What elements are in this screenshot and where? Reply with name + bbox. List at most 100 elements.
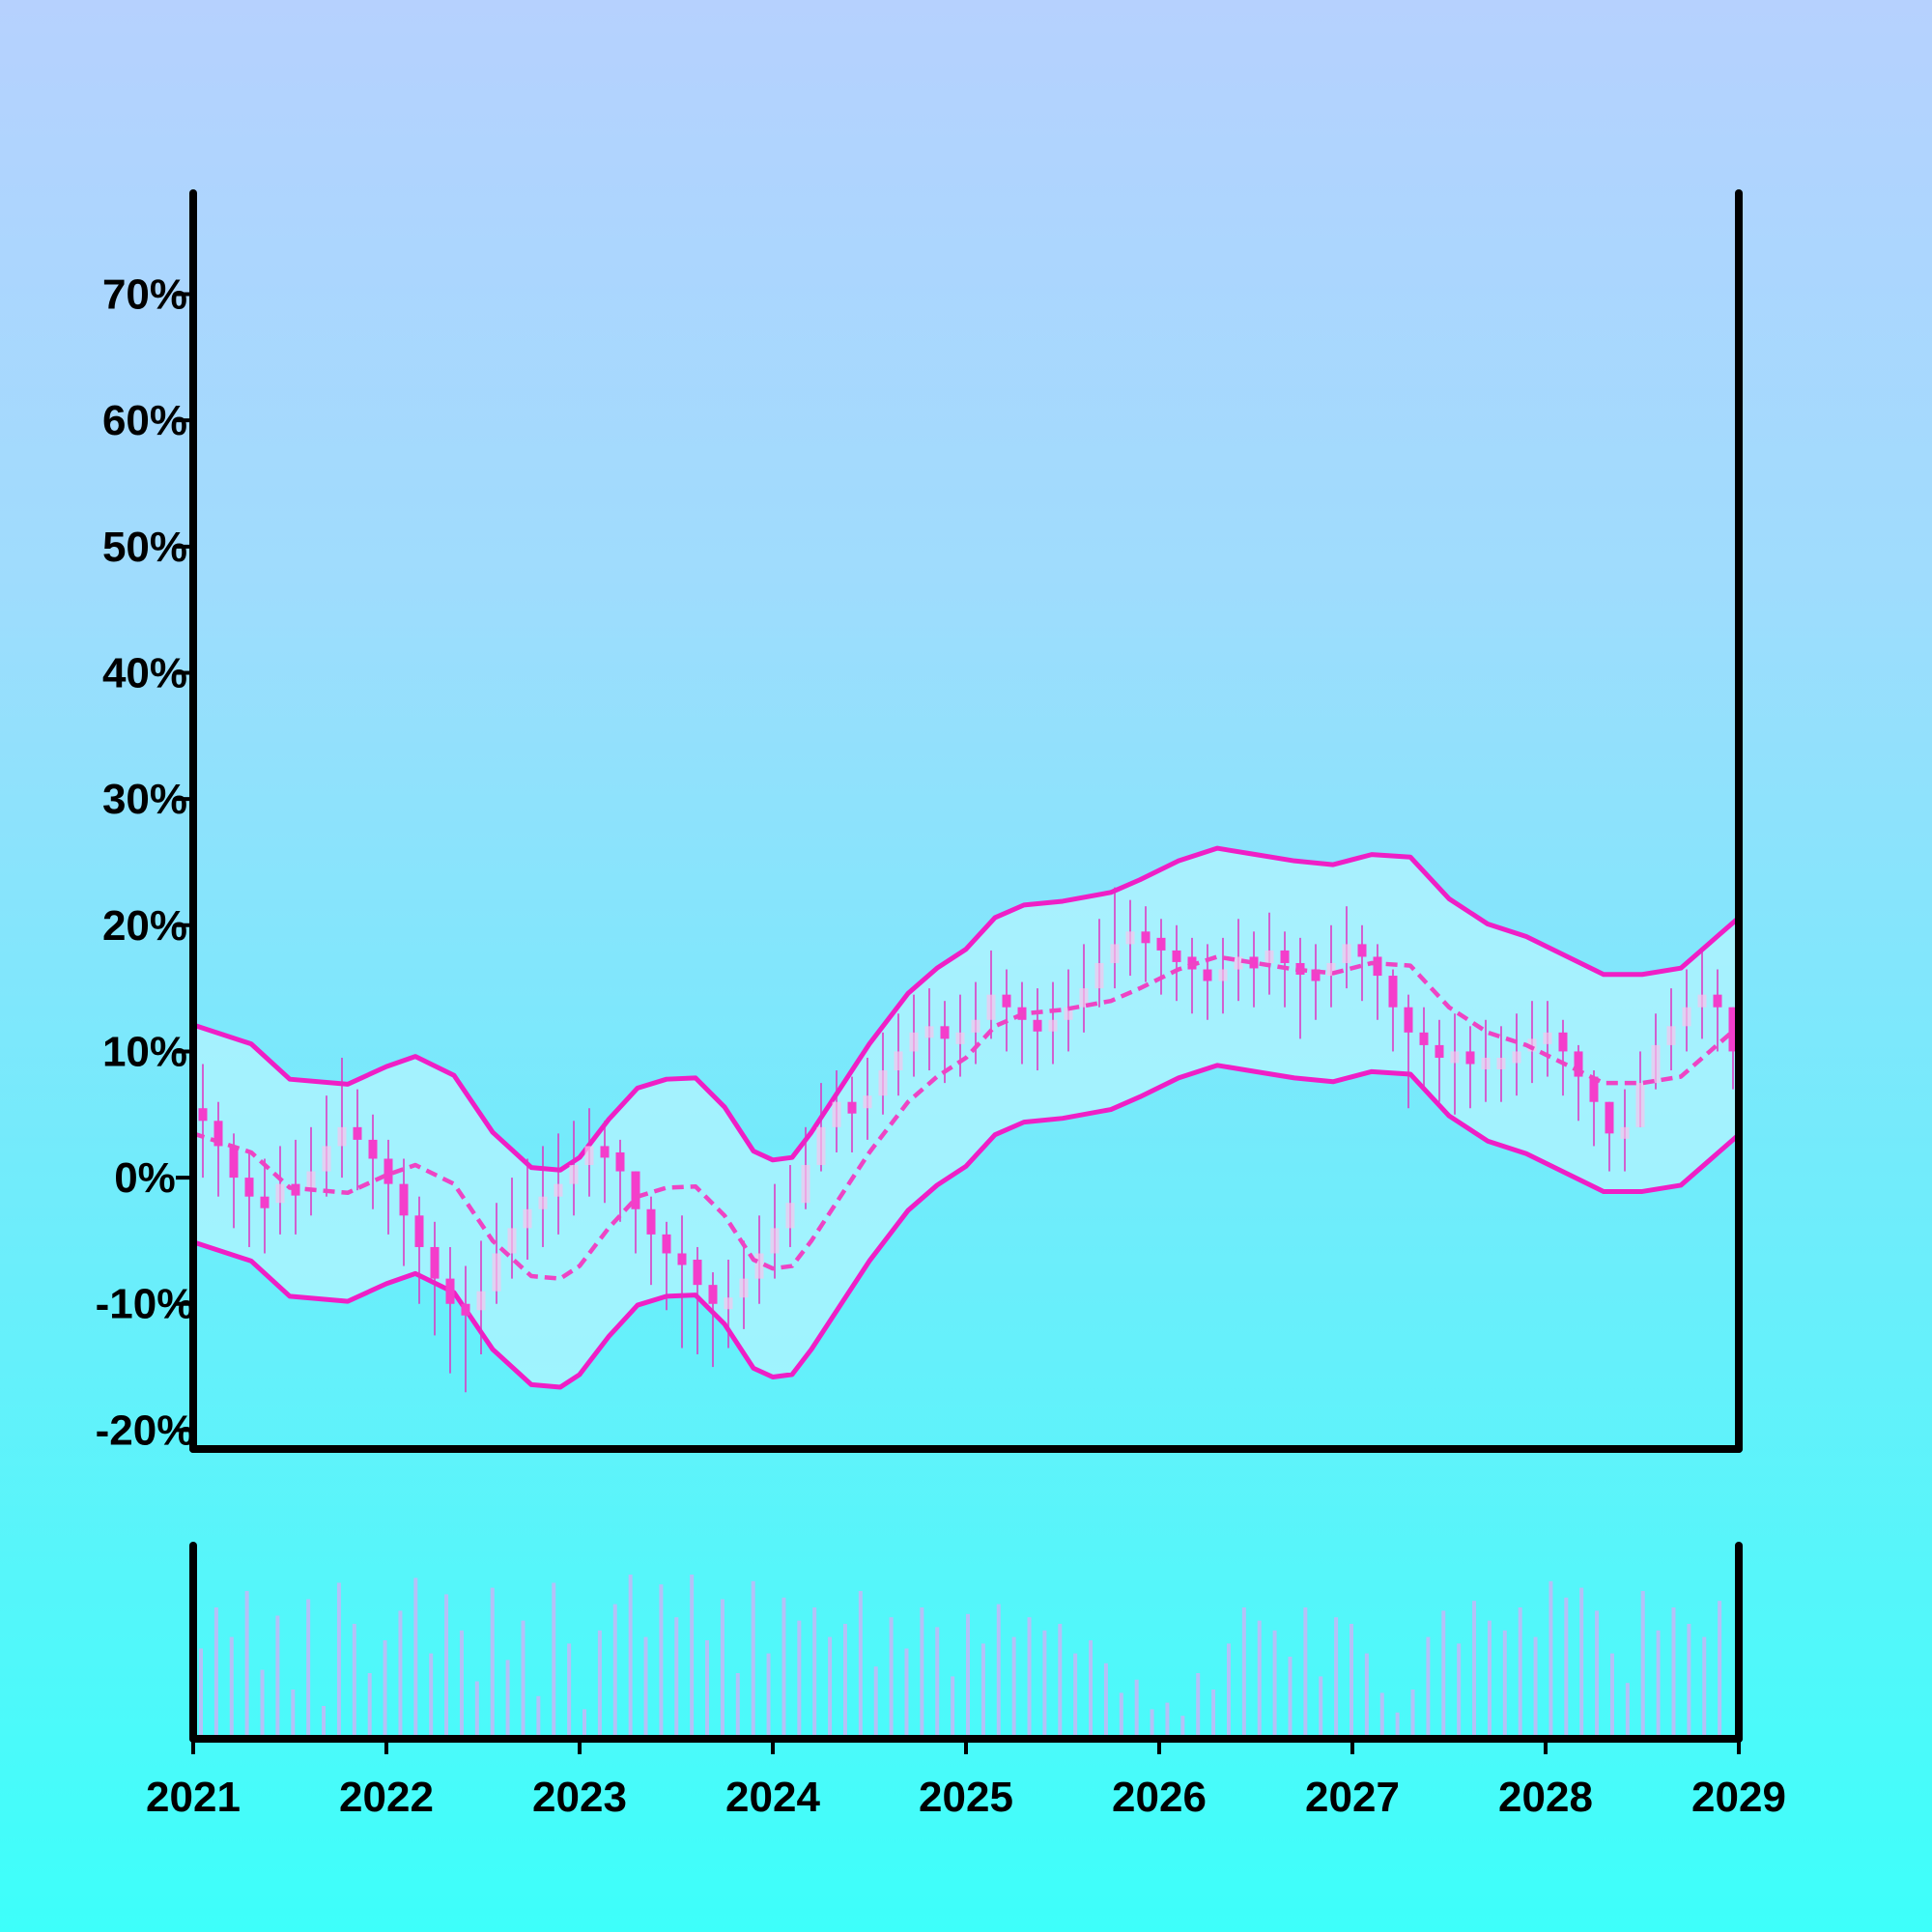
candle-body bbox=[1450, 1051, 1460, 1064]
candle bbox=[677, 1215, 687, 1349]
candle-body bbox=[1218, 969, 1228, 981]
candle-body bbox=[198, 1108, 208, 1122]
volume-bar bbox=[1350, 1624, 1353, 1739]
candle bbox=[1110, 887, 1120, 989]
volume-bar bbox=[213, 1607, 218, 1739]
candle-body bbox=[275, 1183, 285, 1204]
candle bbox=[353, 1089, 362, 1191]
candle bbox=[1388, 969, 1398, 1052]
volume-bar bbox=[383, 1640, 387, 1739]
volume-bar bbox=[398, 1610, 403, 1739]
candle-body bbox=[476, 1291, 486, 1311]
x-tick-label: 2023 bbox=[532, 1774, 627, 1821]
candle-body bbox=[1697, 994, 1707, 1008]
volume-bar bbox=[996, 1604, 1001, 1739]
volume-bar bbox=[1226, 1643, 1231, 1739]
candle-body bbox=[1651, 1044, 1661, 1084]
candle-body bbox=[368, 1139, 378, 1159]
candle-body bbox=[523, 1208, 532, 1229]
x-tick-label: 2029 bbox=[1691, 1774, 1786, 1821]
candle-body bbox=[770, 1228, 780, 1254]
candle bbox=[1697, 950, 1707, 1039]
volume-bar bbox=[842, 1624, 847, 1739]
candle-body bbox=[1435, 1044, 1444, 1058]
volume-bar bbox=[766, 1653, 771, 1739]
candle bbox=[275, 1146, 285, 1235]
candle bbox=[1048, 981, 1058, 1065]
volume-bar bbox=[1625, 1683, 1630, 1739]
y-tick-label: 40% bbox=[102, 649, 187, 696]
candle bbox=[847, 1076, 857, 1152]
candle-body bbox=[600, 1146, 610, 1158]
candle bbox=[1172, 924, 1181, 1002]
candle bbox=[1543, 1001, 1552, 1077]
candle bbox=[523, 1158, 532, 1261]
candle-body bbox=[1404, 1007, 1413, 1033]
volume-bar bbox=[705, 1640, 710, 1739]
candle bbox=[1234, 919, 1243, 1002]
candle-body bbox=[1728, 1007, 1738, 1052]
volume-bar bbox=[674, 1617, 679, 1739]
candle-body bbox=[894, 1051, 903, 1071]
volume-bar bbox=[275, 1615, 280, 1739]
volume-bar bbox=[582, 1709, 586, 1739]
candle bbox=[1156, 919, 1166, 995]
volume-bar bbox=[1671, 1607, 1676, 1739]
y-tick-label: 0% bbox=[114, 1154, 176, 1202]
candle-body bbox=[1249, 956, 1259, 969]
volume-bar bbox=[1211, 1690, 1216, 1739]
candle bbox=[198, 1064, 208, 1179]
candle bbox=[1002, 969, 1011, 1052]
candle-body bbox=[739, 1278, 749, 1298]
volume-bar bbox=[1303, 1607, 1308, 1739]
volume-bar bbox=[1150, 1709, 1154, 1739]
candle-body bbox=[260, 1196, 270, 1208]
y-axis-ticks: -20% -10% 0% 10% 20% 30% 40% 50% 60% 70% bbox=[96, 271, 195, 1455]
candle-body bbox=[1172, 950, 1181, 962]
candle bbox=[1682, 969, 1691, 1052]
candle-body bbox=[708, 1285, 718, 1304]
candle-body bbox=[785, 1203, 795, 1229]
volume-bar bbox=[413, 1577, 418, 1739]
candle bbox=[1450, 1013, 1460, 1115]
candle-body bbox=[554, 1183, 563, 1197]
candle bbox=[662, 1221, 671, 1311]
candle bbox=[1589, 1070, 1599, 1147]
candle-body bbox=[816, 1126, 826, 1166]
volume-bar bbox=[720, 1599, 724, 1739]
moving-average-layer bbox=[192, 954, 1741, 1281]
candle-body bbox=[878, 1070, 888, 1096]
volume-bar bbox=[490, 1587, 495, 1739]
band-fill bbox=[193, 848, 1739, 1387]
candle-body bbox=[1094, 962, 1104, 989]
volume-bar bbox=[367, 1673, 372, 1739]
y-tick-label: 50% bbox=[102, 524, 187, 571]
candle bbox=[1651, 1013, 1661, 1090]
candle bbox=[1125, 899, 1135, 977]
candle bbox=[476, 1240, 486, 1355]
upper-band-line bbox=[192, 845, 1741, 1173]
candle-body bbox=[1110, 944, 1120, 963]
candle-body bbox=[492, 1253, 501, 1292]
volume-bar bbox=[1334, 1617, 1339, 1739]
candle-body bbox=[1342, 944, 1351, 963]
volume-bar bbox=[1548, 1580, 1553, 1739]
candle bbox=[739, 1240, 749, 1329]
candle-body bbox=[1326, 962, 1336, 977]
volume-bar bbox=[474, 1681, 479, 1739]
candle bbox=[368, 1114, 378, 1209]
volume-bar bbox=[322, 1706, 327, 1739]
candle-body bbox=[724, 1297, 733, 1310]
candle bbox=[615, 1139, 625, 1222]
candle-body bbox=[461, 1303, 470, 1316]
candle-body bbox=[924, 1026, 934, 1038]
candle bbox=[1203, 944, 1212, 1020]
volume-bar bbox=[751, 1580, 755, 1739]
candle-body bbox=[801, 1165, 810, 1204]
volume-bar bbox=[735, 1673, 740, 1739]
candle bbox=[1373, 944, 1382, 1020]
candle bbox=[909, 994, 919, 1077]
candle bbox=[306, 1126, 316, 1216]
volume-bar bbox=[781, 1597, 786, 1739]
